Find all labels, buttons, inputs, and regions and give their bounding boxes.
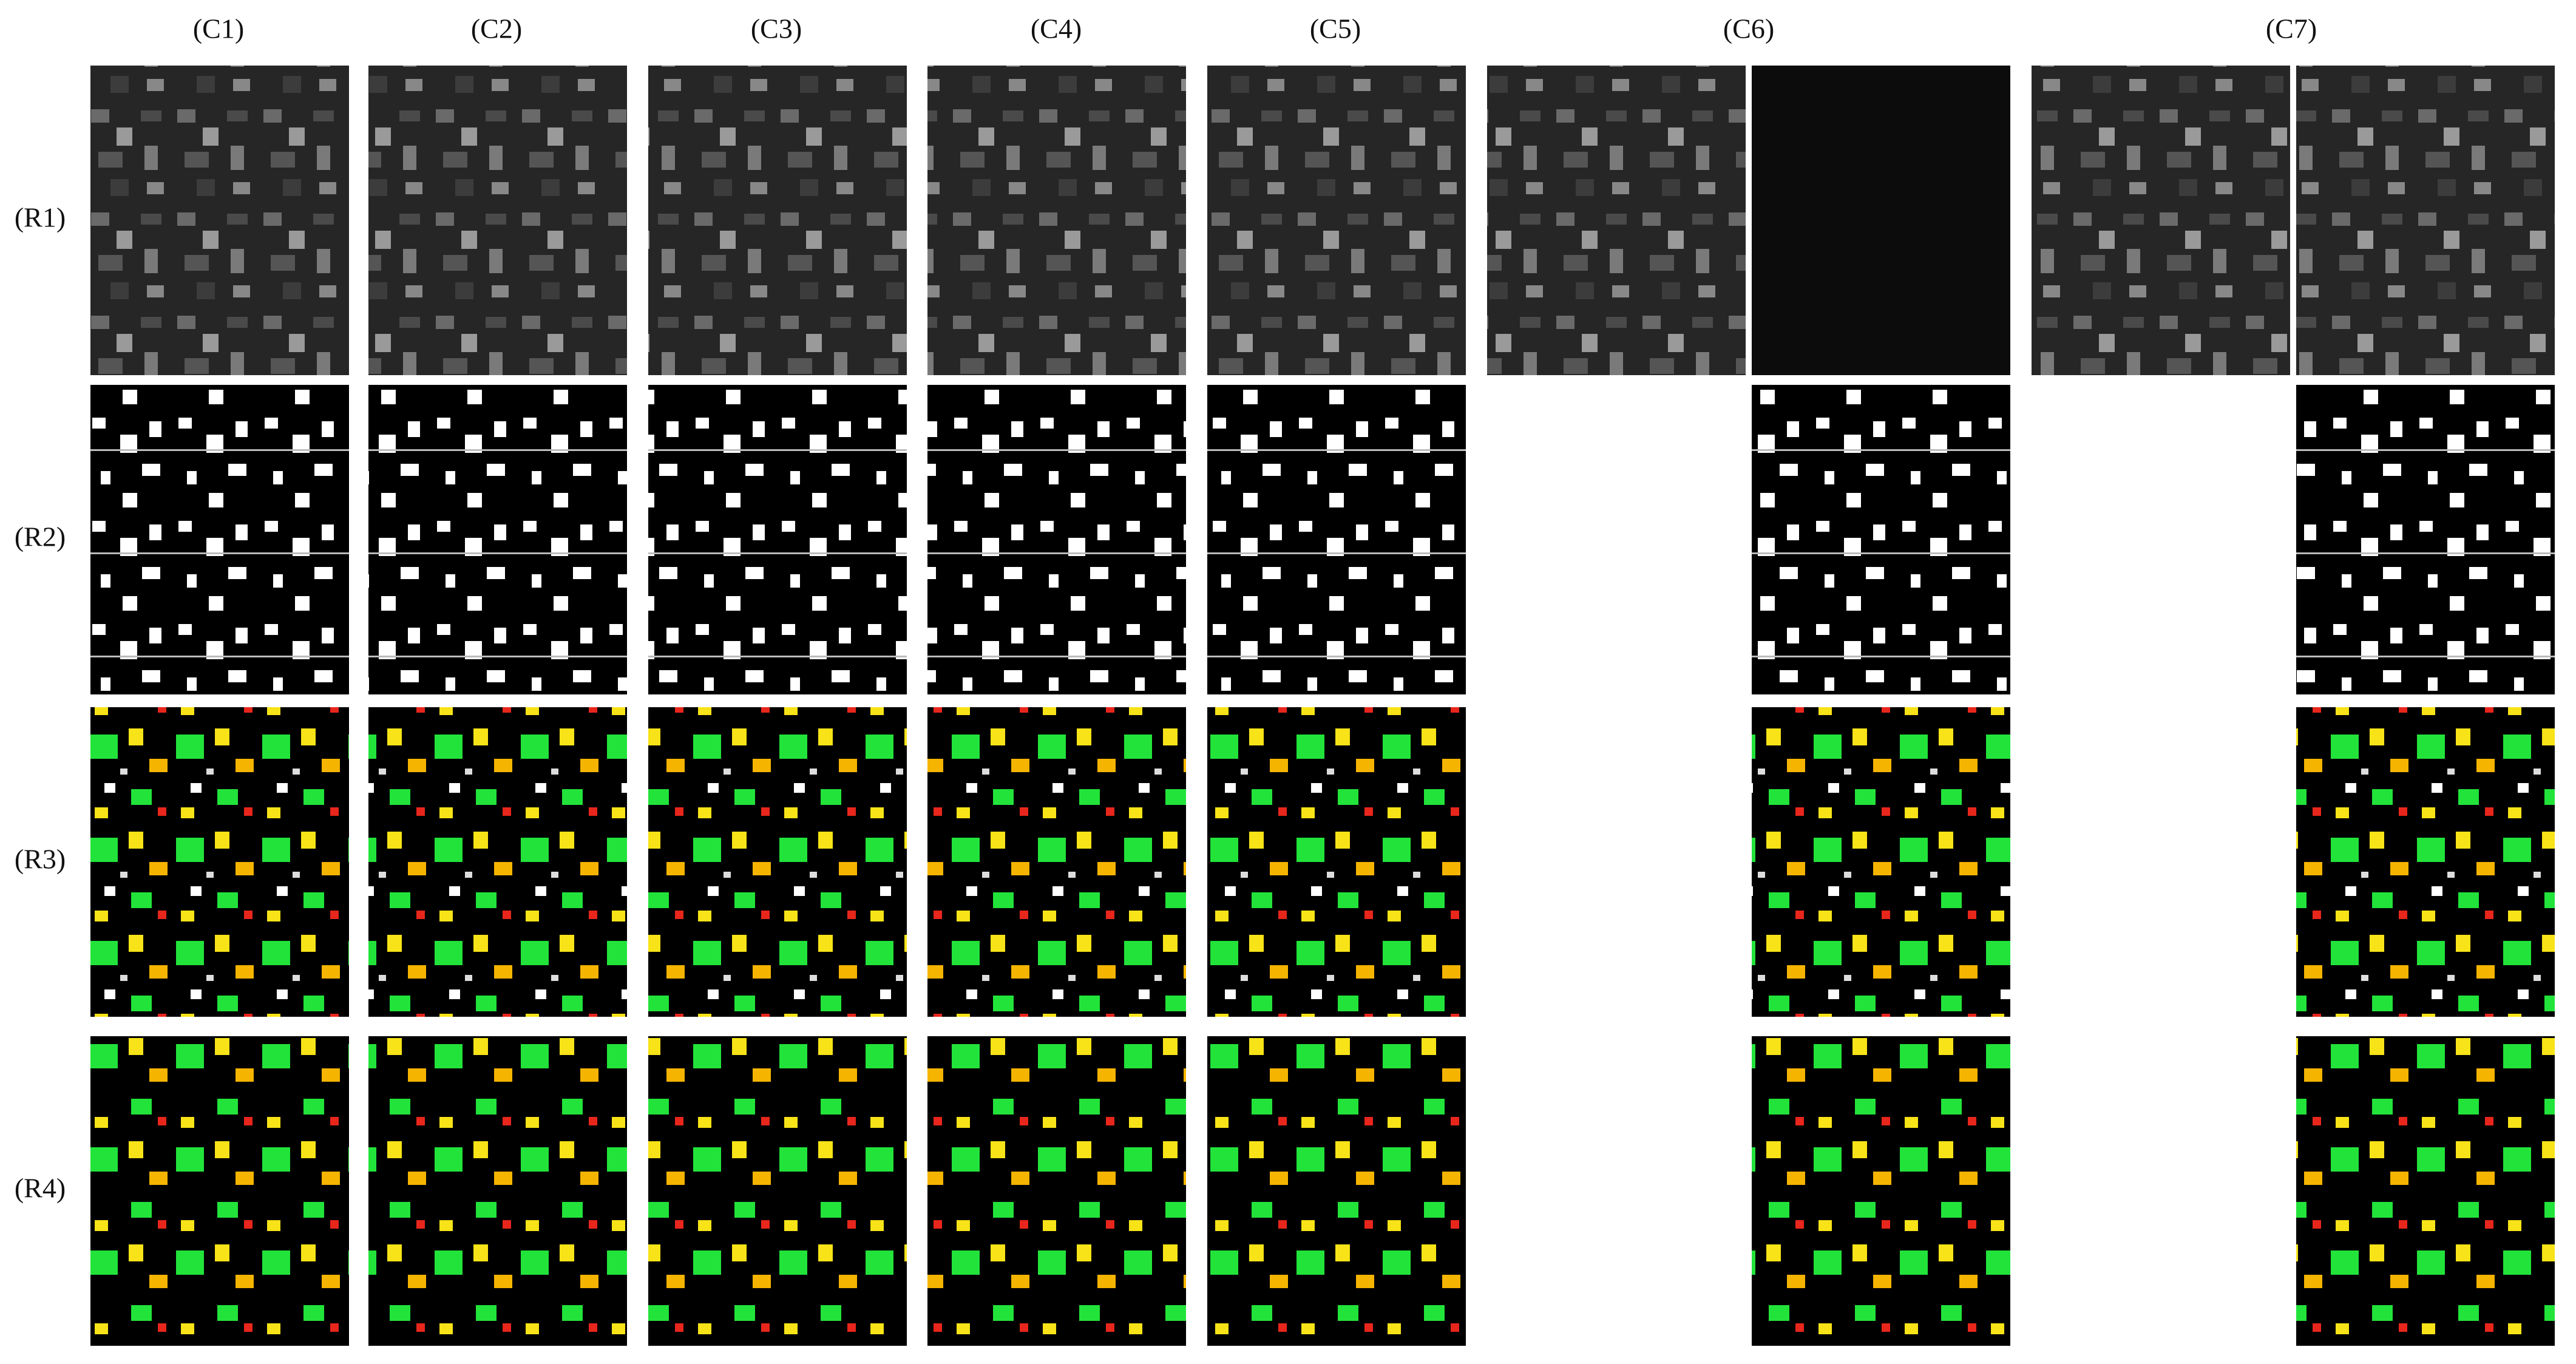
image-panel <box>927 707 1186 1017</box>
image-panel <box>90 385 349 694</box>
image-panel <box>90 1036 349 1346</box>
row-label: (R3) <box>15 844 66 875</box>
row-label: (R4) <box>15 1173 66 1204</box>
image-panel <box>1207 385 1466 694</box>
column-label: (C6) <box>1723 13 1774 44</box>
row-label: (R1) <box>15 202 66 233</box>
image-panel <box>1752 707 2010 1017</box>
image-panel <box>927 66 1186 375</box>
image-panel <box>2296 707 2555 1017</box>
image-panel <box>1752 1036 2010 1346</box>
image-panel <box>368 1036 627 1346</box>
image-panel <box>927 1036 1186 1346</box>
column-label: (C5) <box>1310 13 1361 44</box>
column-label: (C3) <box>751 13 802 44</box>
image-panel <box>648 385 907 694</box>
image-panel <box>1207 707 1466 1017</box>
column-label: (C1) <box>193 13 244 44</box>
image-panel <box>2032 66 2290 375</box>
image-panel <box>90 66 349 375</box>
image-panel <box>1207 1036 1466 1346</box>
column-label: (C7) <box>2266 13 2317 44</box>
row-label: (R2) <box>15 521 66 552</box>
column-label: (C2) <box>471 13 522 44</box>
image-panel <box>648 1036 907 1346</box>
image-panel <box>2296 385 2555 694</box>
image-panel <box>1487 66 1746 375</box>
image-panel <box>2296 66 2555 375</box>
image-panel <box>1207 66 1466 375</box>
image-panel <box>368 66 627 375</box>
image-panel <box>368 707 627 1017</box>
column-label: (C4) <box>1031 13 1082 44</box>
image-panel <box>648 707 907 1017</box>
image-panel <box>1752 385 2010 694</box>
image-panel <box>368 385 627 694</box>
image-panel <box>90 707 349 1017</box>
image-panel <box>1752 66 2010 375</box>
image-panel <box>927 385 1186 694</box>
image-panel <box>2296 1036 2555 1346</box>
image-panel <box>648 66 907 375</box>
